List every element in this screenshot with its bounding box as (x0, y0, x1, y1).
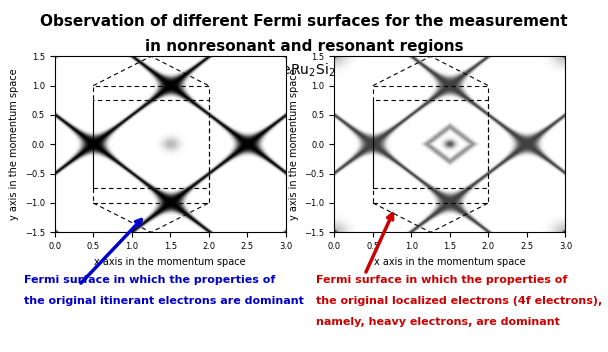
Y-axis label: y axis in the momentum space: y axis in the momentum space (9, 69, 19, 220)
Text: in nonresonant and resonant regions: in nonresonant and resonant regions (145, 39, 463, 54)
X-axis label: x axis in the momentum space: x axis in the momentum space (94, 257, 246, 266)
Text: CeRu$_2$Si$_2$: CeRu$_2$Si$_2$ (272, 62, 336, 79)
Text: Fermi surface in which the properties of: Fermi surface in which the properties of (316, 275, 567, 284)
Text: Observation of different Fermi surfaces for the measurement: Observation of different Fermi surfaces … (40, 14, 568, 29)
Text: namely, heavy electrons, are dominant: namely, heavy electrons, are dominant (316, 317, 560, 327)
X-axis label: x axis in the momentum space: x axis in the momentum space (374, 257, 526, 266)
Y-axis label: y axis in the momentum space: y axis in the momentum space (289, 69, 299, 220)
Text: Resonance: Resonance (416, 76, 484, 89)
Text: Fermi surface in which the properties of: Fermi surface in which the properties of (24, 275, 275, 284)
Text: the original localized electrons (4f electrons),: the original localized electrons (4f ele… (316, 296, 603, 306)
Text: the original itinerant electrons are dominant: the original itinerant electrons are dom… (24, 296, 304, 306)
Text: Nonresonance: Nonresonance (113, 76, 203, 89)
